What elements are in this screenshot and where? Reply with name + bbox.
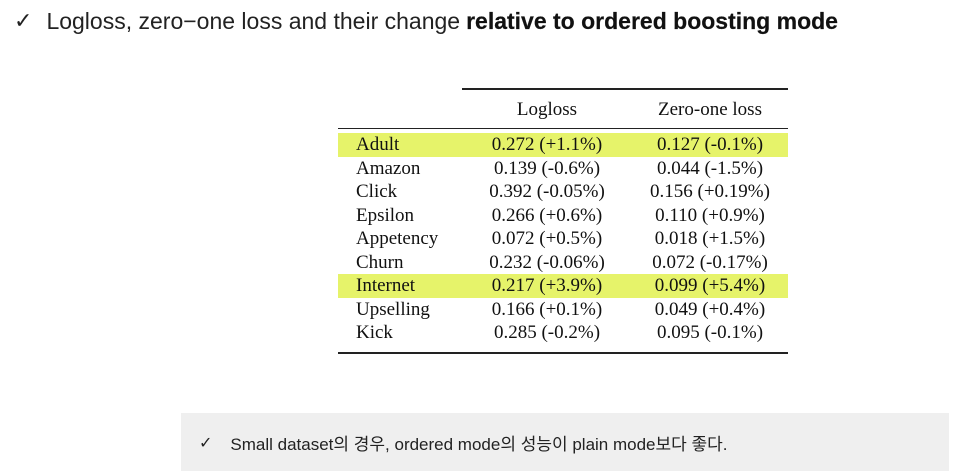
row-zero-one-loss: 0.049 (+0.4%) [654,298,766,320]
row-logloss: 0.285 (-0.2%) [493,322,601,343]
note-row: ✓ Small dataset의 경우, ordered mode의 성능이 p… [199,429,728,455]
row-zero-one-loss: 0.127 (-0.1%) [656,134,764,155]
note-text: Small dataset의 경우, ordered mode의 성능이 pla… [230,434,728,454]
table-top-rule [462,88,788,90]
table-bottom-rule [338,352,788,354]
table-header-rule [338,128,788,129]
row-logloss: 0.217 (+3.9%) [491,275,603,296]
checkmark-icon: ✓ [199,432,213,452]
table-row: Amazon 0.139 (-0.6%) 0.044 (-1.5%) [338,157,788,181]
table-row: Internet 0.217 (+3.9%) 0.099 (+5.4%) [338,274,788,298]
slide-title: ✓ Logloss, zero−one loss and their chang… [14,4,838,38]
row-dataset-name: Adult [356,134,400,155]
row-zero-one-loss: 0.095 (-0.1%) [656,322,764,343]
row-zero-one-loss: 0.110 (+0.9%) [655,204,765,226]
row-logloss: 0.072 (+0.5%) [491,228,603,249]
note-box: ✓ Small dataset의 경우, ordered mode의 성능이 p… [181,413,949,471]
row-zero-one-loss: 0.044 (-1.5%) [656,157,764,179]
table-row: Click 0.392 (-0.05%) 0.156 (+0.19%) [338,180,788,204]
row-dataset-name: Churn [356,251,404,273]
header-logloss: Logloss [516,99,578,120]
row-zero-one-loss: 0.099 (+5.4%) [654,275,766,296]
row-logloss: 0.232 (-0.06%) [489,251,605,273]
table-row: Epsilon 0.266 (+0.6%) 0.110 (+0.9%) [338,204,788,228]
title-text: Logloss, zero−one loss and their change [46,7,461,34]
row-dataset-name: Epsilon [356,204,415,226]
title-emphasis-text: relative to ordered boosting mode [466,7,838,34]
table-row: Upselling 0.166 (+0.1%) 0.049 (+0.4%) [338,298,788,322]
header-zero-one-loss: Zero-one loss [658,99,762,120]
row-dataset-name: Upselling [356,298,430,320]
row-zero-one-loss: 0.072 (-0.17%) [652,251,768,273]
row-logloss: 0.266 (+0.6%) [491,204,603,226]
table-row: Appetency 0.072 (+0.5%) 0.018 (+1.5%) [338,227,788,251]
row-logloss: 0.166 (+0.1%) [491,298,603,320]
row-dataset-name: Appetency [356,228,439,249]
row-zero-one-loss: 0.156 (+0.19%) [650,181,770,202]
table-row: Churn 0.232 (-0.06%) 0.072 (-0.17%) [338,251,788,275]
row-dataset-name: Internet [356,275,416,296]
checkmark-icon: ✓ [14,8,33,34]
row-logloss: 0.392 (-0.05%) [489,181,605,202]
table-row: Adult 0.272 (+1.1%) 0.127 (-0.1%) [338,133,788,157]
row-dataset-name: Amazon [356,157,421,179]
table-header: Logloss Zero-one loss [338,98,788,122]
row-logloss: 0.139 (-0.6%) [493,157,601,179]
row-dataset-name: Click [356,181,398,202]
table-row: Kick 0.285 (-0.2%) 0.095 (-0.1%) [338,321,788,345]
row-dataset-name: Kick [356,322,393,343]
row-zero-one-loss: 0.018 (+1.5%) [654,228,766,249]
row-logloss: 0.272 (+1.1%) [491,134,603,155]
